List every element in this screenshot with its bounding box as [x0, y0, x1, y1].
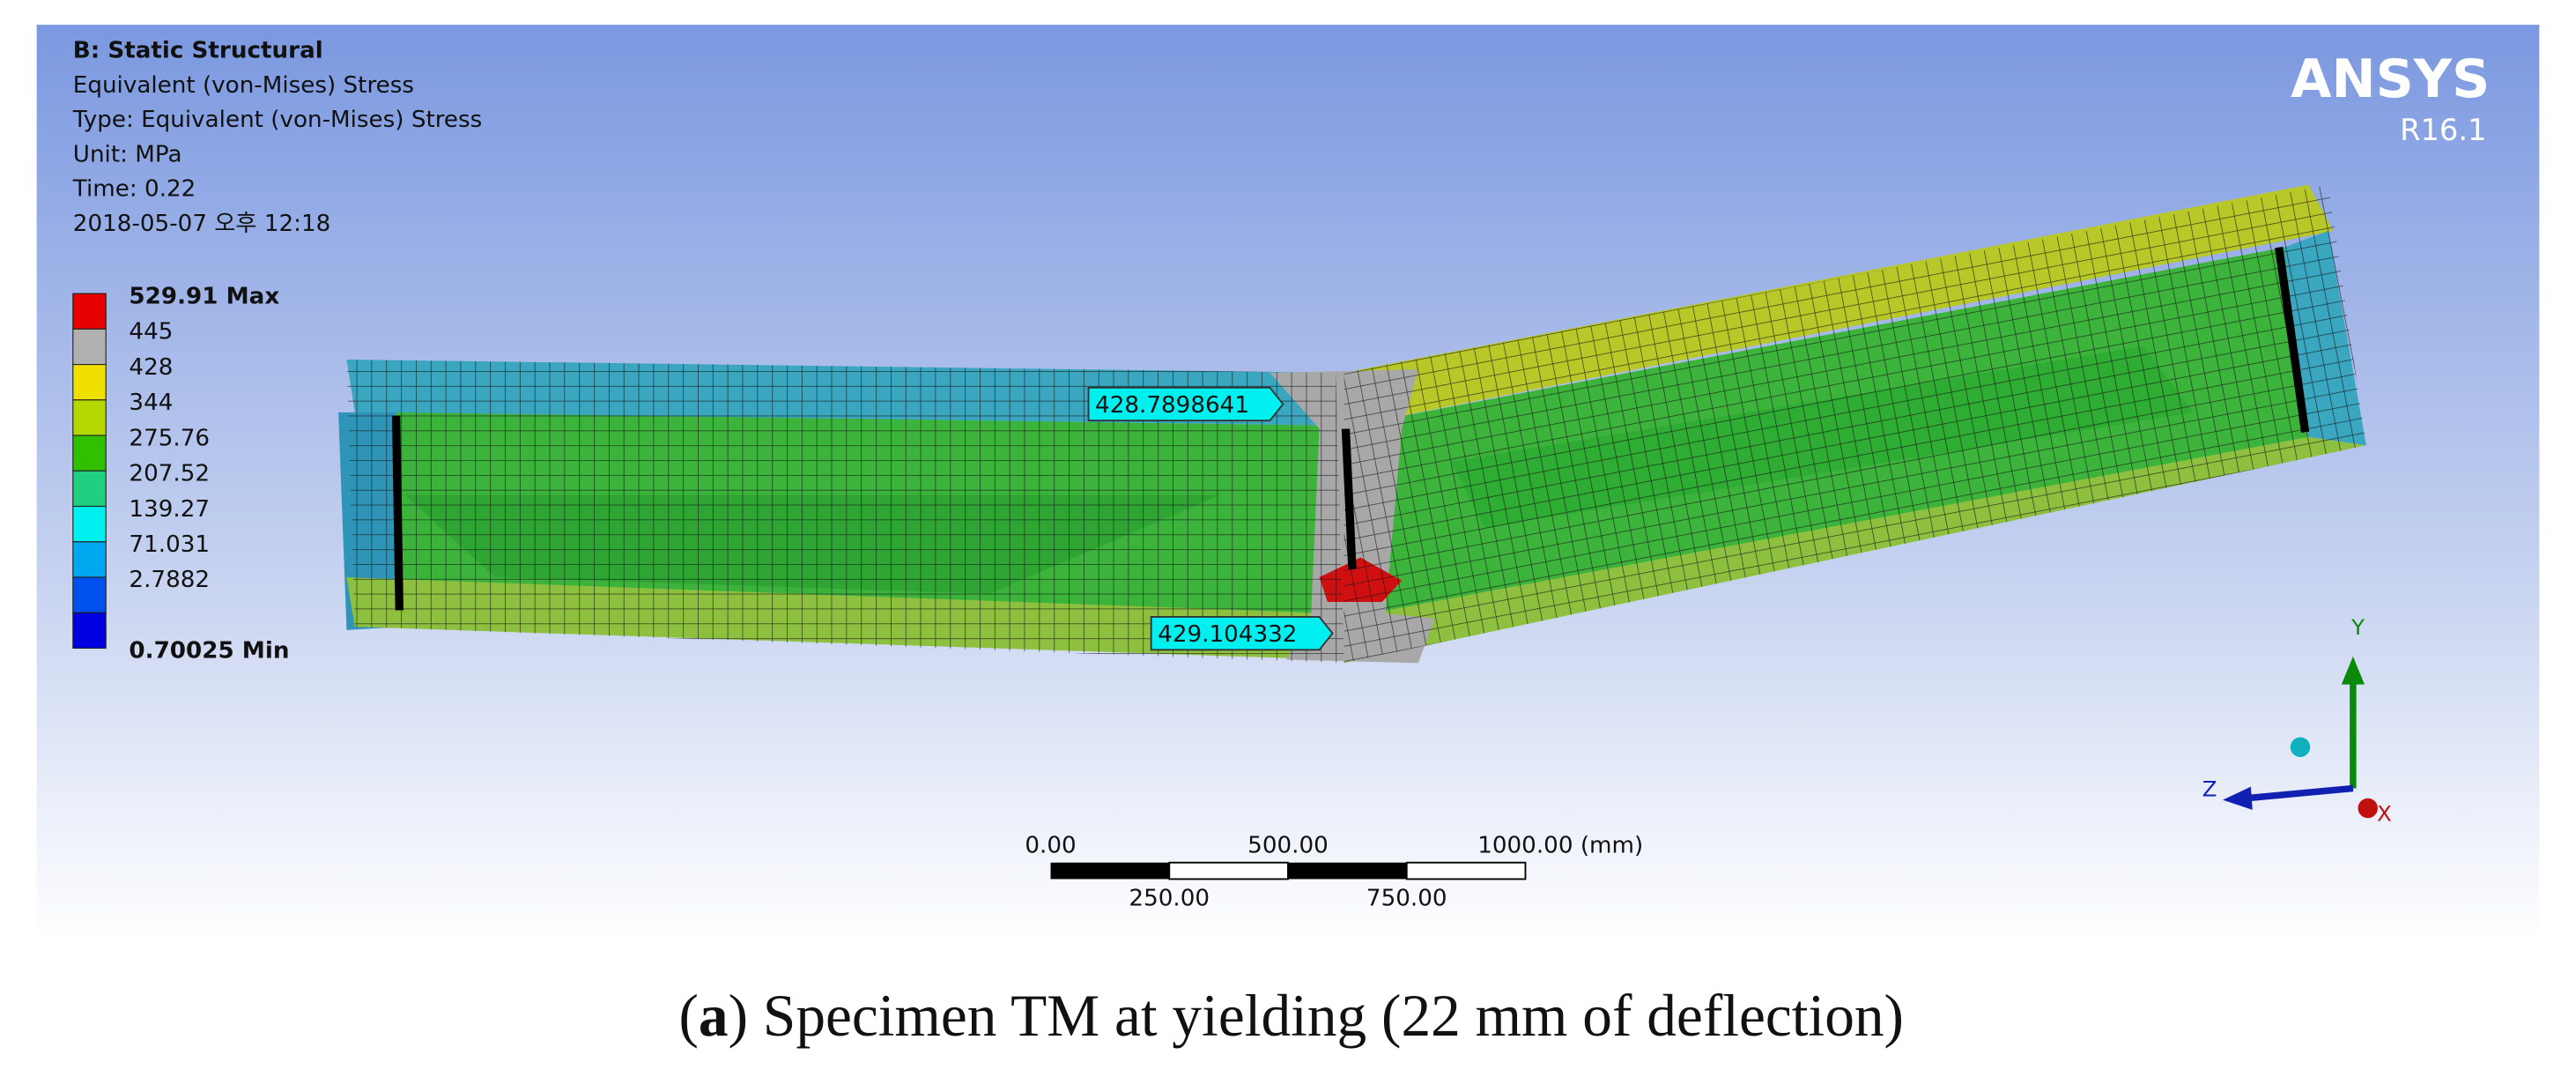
legend-label: 2.7882	[129, 567, 210, 593]
legend-swatch	[72, 435, 107, 472]
scale-label: 0.00	[1025, 833, 1076, 859]
legend-swatch	[72, 364, 107, 401]
legend-label: 445	[129, 319, 173, 345]
axis-label: X	[2377, 800, 2392, 826]
legend-label: 207.52	[129, 461, 210, 487]
legend-label: 428	[129, 354, 173, 381]
caption-label: a	[699, 984, 729, 1050]
brand-version: R16.1	[2400, 113, 2486, 147]
probe-box	[1150, 615, 1334, 651]
header-title: B: Static Structural	[73, 38, 323, 64]
header-line: 2018-05-07 오후 12:18	[73, 211, 331, 237]
probe-labels: 428.7898641 429.104332	[1087, 386, 1334, 651]
legend-swatch	[72, 293, 107, 330]
legend-swatch	[72, 505, 107, 543]
axis-triad: Y Z X	[2202, 614, 2392, 826]
header-line: Type: Equivalent (von-Mises) Stress	[72, 107, 483, 133]
legend-label: 344	[129, 390, 173, 416]
legend-label: 71.031	[129, 531, 210, 558]
legend-swatch	[72, 328, 107, 366]
scale-label: 750.00	[1366, 885, 1447, 911]
header-line: Time: 0.22	[72, 176, 196, 203]
legend-swatch	[72, 576, 107, 613]
legend-label: 0.70025 Min	[129, 638, 289, 665]
legend-swatch	[72, 399, 107, 436]
caption-open: (	[678, 984, 698, 1050]
header-line: Unit: MPa	[73, 141, 182, 167]
brand-name: ANSYS	[2291, 48, 2490, 110]
beam-model	[338, 184, 2366, 664]
probe-box	[1087, 386, 1284, 422]
axis-label: Y	[2350, 614, 2365, 640]
probe-label: 428.7898641	[1095, 392, 1249, 419]
scale-label: 250.00	[1129, 885, 1210, 911]
scale-bar: 0.00 500.00 1000.00 (mm) 250.00 750.00	[1025, 833, 1643, 912]
header-line: Equivalent (von-Mises) Stress	[73, 72, 414, 99]
probe-label: 429.104332	[1158, 621, 1297, 648]
scale-label: 1000.00 (mm)	[1477, 833, 1643, 859]
legend-label: 529.91 Max	[129, 283, 279, 309]
caption: (a) Specimen TM at yielding (22 mm of de…	[678, 984, 1904, 1050]
legend-swatch	[72, 470, 107, 508]
legend-label: 275.76	[129, 425, 210, 451]
scale-label: 500.00	[1247, 833, 1329, 859]
legend-label: 139.27	[129, 496, 210, 523]
legend-swatch	[72, 541, 107, 578]
legend: 529.91 Max 445 428 344 275.76 207.52 139.27 71.…	[72, 283, 290, 665]
caption-text: ) Specimen TM at yielding (22 mm of defl…	[729, 984, 1904, 1050]
legend-swatch	[72, 612, 107, 650]
axis-label: Z	[2202, 776, 2217, 801]
